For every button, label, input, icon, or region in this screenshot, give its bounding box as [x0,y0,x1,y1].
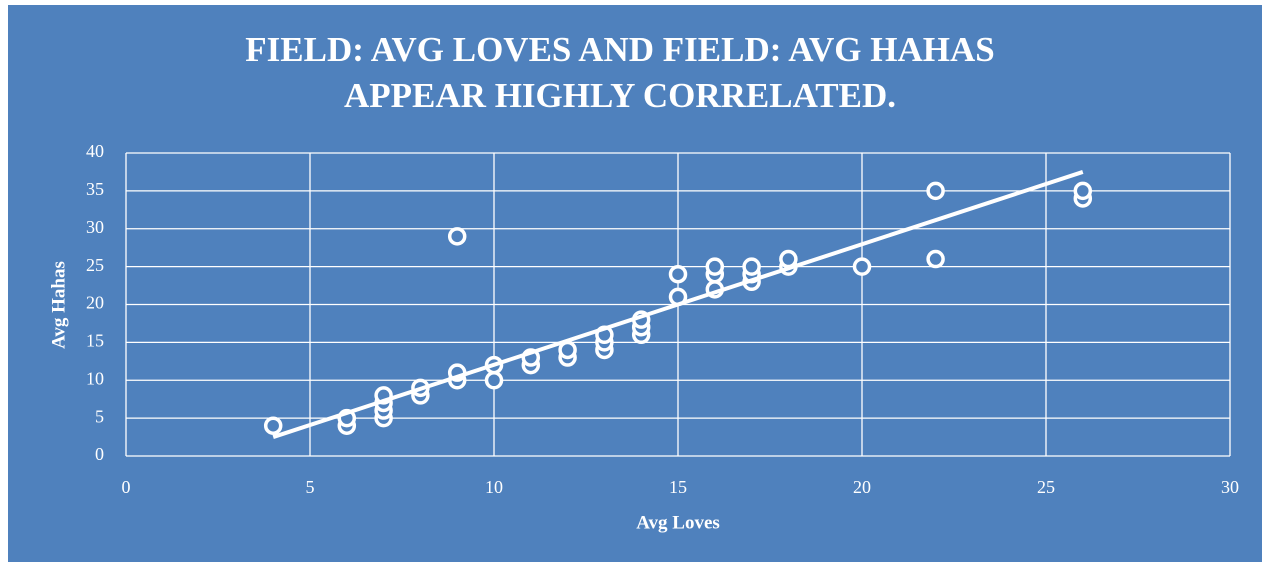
trendline [272,170,1084,439]
y-axis-label: Avg Hahas [48,261,69,349]
y-tick-label: 20 [86,293,104,313]
y-tick-label: 30 [86,217,104,237]
point [705,257,725,276]
point [484,371,504,390]
x-tick-label: 30 [1221,477,1239,497]
x-axis-label: Avg Loves [636,512,720,533]
y-tick-label: 40 [86,141,104,161]
x-tick-label: 15 [669,477,687,497]
point [852,257,872,276]
chart-title: APPEAR HIGHLY CORRELATED. [344,76,896,115]
point [926,181,945,201]
y-tick-label: 5 [95,406,104,426]
point [447,227,467,246]
x-tick-label: 0 [122,477,131,497]
x-tick-label: 10 [485,477,503,497]
x-tick-label: 20 [853,477,871,497]
x-tick-label: 25 [1037,477,1055,497]
point [742,257,761,276]
y-tick-label: 10 [86,368,104,388]
y-tick-label: 25 [86,255,104,275]
chart-background [8,5,1262,562]
y-tick-label: 35 [86,179,104,199]
point [668,264,688,284]
point [926,249,945,269]
point [558,340,577,360]
point [779,249,798,269]
point [263,416,283,435]
x-tick-label: 5 [306,477,315,497]
y-tick-label: 15 [86,331,104,351]
y-tick-label: 0 [95,444,104,464]
chart-title: FIELD: AVG LOVES AND FIELD: AVG HAHAS [245,30,994,69]
point [1073,181,1093,201]
